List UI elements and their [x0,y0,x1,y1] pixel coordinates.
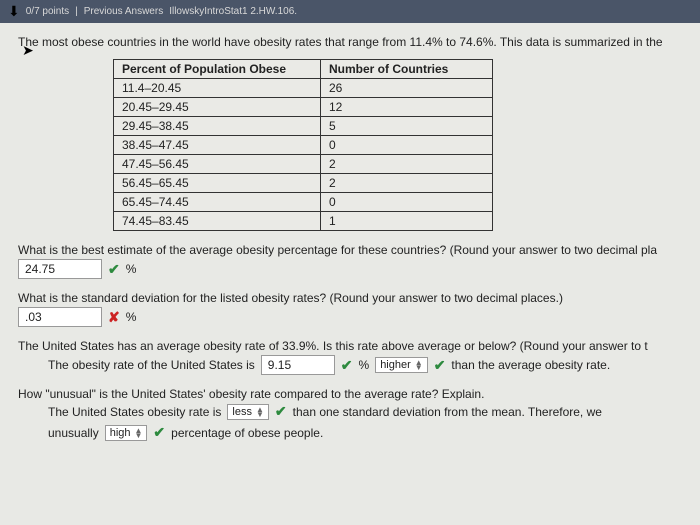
check-icon: ✔ [434,357,446,374]
header-count: Number of Countries [321,60,493,79]
q3-tail: than the average obesity rate. [451,358,610,372]
table-row: 38.45–47.450 [114,136,493,155]
previous-answers-link[interactable]: Previous Answers [84,6,163,17]
q4-select-less[interactable]: less ▲▼ [227,404,268,420]
question-3: The United States has an average obesity… [18,339,682,353]
q4-select-high[interactable]: high ▲▼ [105,425,148,441]
check-icon: ✔ [108,261,120,278]
table-row: 11.4–20.4526 [114,79,493,98]
table-row: 65.45–74.450 [114,193,493,212]
q2-answer-input[interactable]: .03 [18,307,102,327]
q1-answer-input[interactable]: 24.75 [18,259,102,279]
select-arrows-icon: ▲▼ [415,360,423,370]
table-row: 20.45–29.4512 [114,98,493,117]
cursor-icon: ➤ [22,42,34,59]
q3-answer-input[interactable]: 9.15 [261,355,335,375]
question-1: What is the best estimate of the average… [18,243,682,257]
select-arrows-icon: ▲▼ [135,428,143,438]
unit-label: % [126,262,137,276]
table-header-row: Percent of Population Obese Number of Co… [114,60,493,79]
divider: | [75,6,78,17]
q4-line2b: percentage of obese people. [171,426,323,440]
table-row: 47.45–56.452 [114,155,493,174]
table-row: 29.45–38.455 [114,117,493,136]
q4-line2a: unusually [48,426,99,440]
question-4: How "unusual" is the United States' obes… [18,387,682,401]
select-arrows-icon: ▲▼ [256,407,264,417]
q4-line1a: The United States obesity rate is [48,405,221,419]
q3-line: The obesity rate of the United States is [48,358,255,372]
header-percent: Percent of Population Obese [114,60,321,79]
data-table: Percent of Population Obese Number of Co… [113,59,493,231]
q3-select-higher[interactable]: higher ▲▼ [375,357,428,373]
topbar: ⬇ 0/7 points | Previous Answers Illowsky… [0,0,700,23]
unit-label: % [359,358,370,372]
cursor-icon: ⬇ [8,3,20,20]
check-icon: ✔ [153,424,165,441]
table-row: 74.45–83.451 [114,212,493,231]
unit-label: % [126,310,137,324]
points-label: 0/7 points [26,6,69,17]
table-row: 56.45–65.452 [114,174,493,193]
check-icon: ✔ [341,357,353,374]
q4-line1b: than one standard deviation from the mea… [293,405,602,419]
question-2: What is the standard deviation for the l… [18,291,682,305]
reference-label: IllowskyIntroStat1 2.HW.106. [169,6,297,17]
intro-text: The most obese countries in the world ha… [18,35,682,49]
check-icon: ✔ [275,403,287,420]
cross-icon: ✘ [108,309,120,326]
